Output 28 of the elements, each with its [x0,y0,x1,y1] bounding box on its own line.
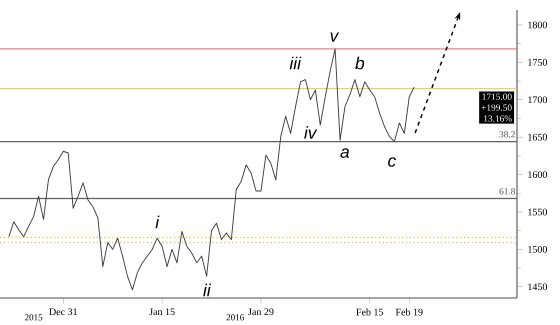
y-tick-label: 1550 [528,208,548,216]
annotation: 61.8 [499,188,516,194]
annotation: +199.50 [482,104,512,111]
y-tick-label: 1800 [528,22,548,28]
y-tick-label: 1450 [528,283,548,290]
annotation: ii [203,284,212,296]
y-tick-label: 1750 [528,58,548,66]
x-tick-label: Jan 15 [149,308,175,316]
annotation: 38.2 [500,131,515,138]
annotation: iii [290,56,302,70]
annotation: iv [304,126,318,139]
annotation: b [355,56,364,70]
annotation: i [156,216,160,228]
y-tick-label: 1700 [528,96,548,104]
x-tick-label: Dec 31 [49,308,77,316]
y-tick-label: 1650 [528,134,548,141]
annotation: c [388,157,396,167]
y-tick-label: 1600 [528,171,548,178]
annotation: 13.16% [484,115,512,122]
text: 2016 [226,314,244,320]
ref-line-label: 1715.00 [482,93,512,100]
x-tick-label: Feb 19 [396,308,423,316]
x-tick-label: Feb 15 [356,308,384,316]
x-tick-label: Jan 29 [248,308,274,316]
text: 2015 [24,314,42,320]
annotation: v [330,32,340,42]
annotation: a [340,148,350,158]
y-tick-label: 1500 [528,246,548,253]
